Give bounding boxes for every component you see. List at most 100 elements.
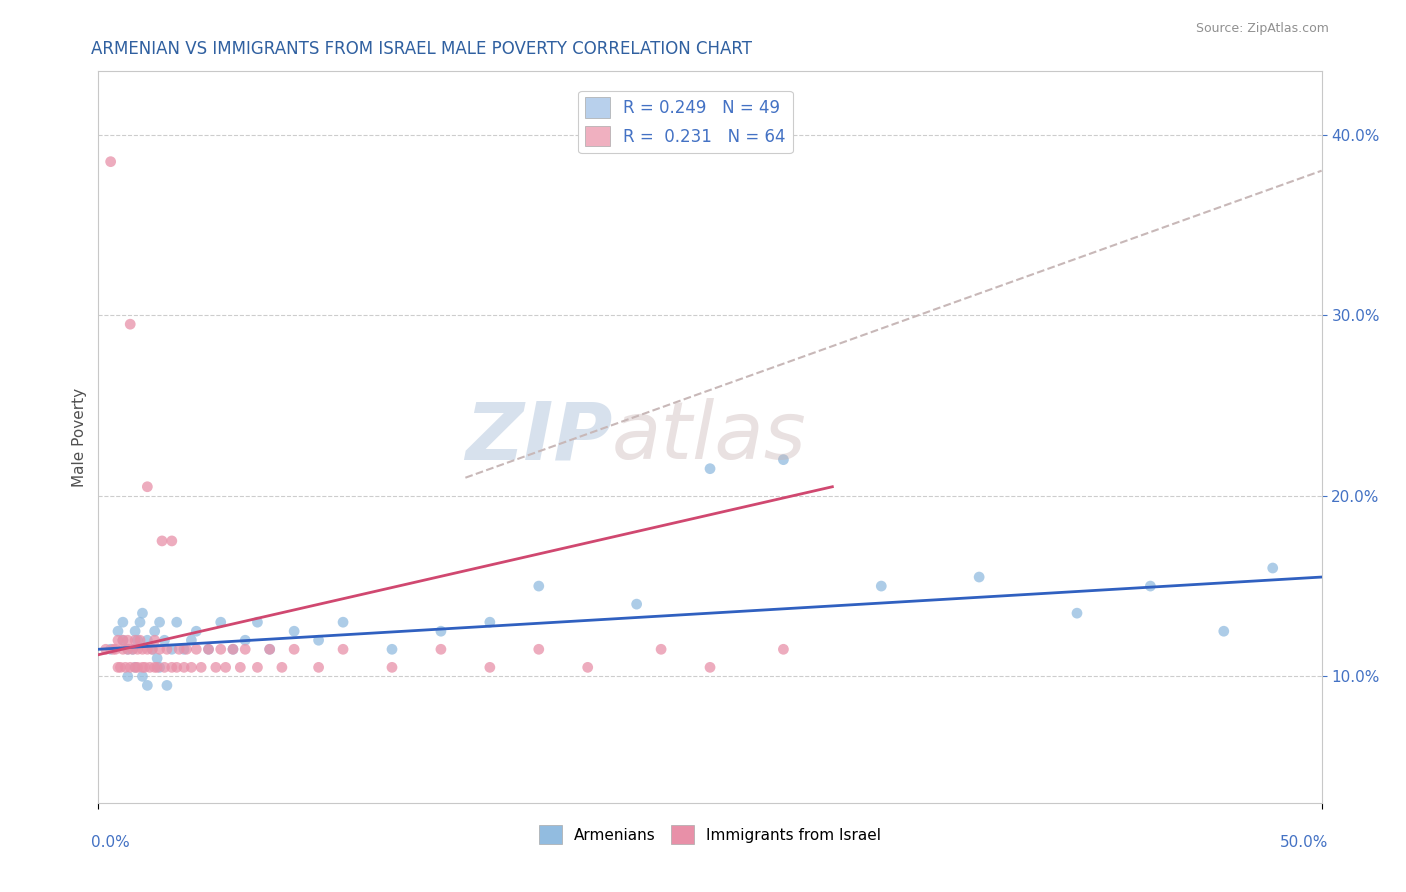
Point bbox=[156, 678, 179, 692]
Point bbox=[136, 633, 159, 648]
Point bbox=[430, 624, 453, 639]
Point bbox=[1066, 606, 1088, 620]
Y-axis label: Male Poverty: Male Poverty bbox=[72, 387, 87, 487]
Point bbox=[576, 660, 599, 674]
Point bbox=[127, 633, 149, 648]
Point bbox=[197, 642, 219, 657]
Point bbox=[129, 633, 152, 648]
Point bbox=[117, 669, 139, 683]
Point bbox=[153, 660, 176, 674]
Point bbox=[246, 615, 269, 630]
Point bbox=[136, 480, 159, 494]
Point bbox=[100, 642, 122, 657]
Point bbox=[120, 317, 142, 331]
Point bbox=[180, 633, 202, 648]
Point bbox=[1139, 579, 1161, 593]
Point bbox=[160, 660, 183, 674]
Point bbox=[124, 624, 146, 639]
Point bbox=[127, 642, 149, 657]
Point bbox=[259, 642, 281, 657]
Point bbox=[120, 660, 142, 674]
Point bbox=[143, 624, 166, 639]
Point bbox=[153, 633, 176, 648]
Point bbox=[186, 624, 208, 639]
Point bbox=[626, 597, 648, 611]
Point bbox=[478, 660, 501, 674]
Point bbox=[129, 615, 152, 630]
Point bbox=[107, 633, 129, 648]
Point bbox=[283, 624, 305, 639]
Point bbox=[967, 570, 990, 584]
Text: atlas: atlas bbox=[612, 398, 807, 476]
Point bbox=[124, 660, 146, 674]
Point bbox=[870, 579, 893, 593]
Point bbox=[197, 642, 219, 657]
Point bbox=[149, 642, 172, 657]
Point bbox=[308, 660, 330, 674]
Point bbox=[381, 660, 404, 674]
Point bbox=[699, 461, 721, 475]
Point bbox=[381, 642, 404, 657]
Point bbox=[332, 615, 354, 630]
Point bbox=[332, 642, 354, 657]
Point bbox=[136, 678, 159, 692]
Point bbox=[146, 651, 169, 665]
Point bbox=[222, 642, 245, 657]
Point bbox=[772, 452, 794, 467]
Legend: Armenians, Immigrants from Israel: Armenians, Immigrants from Israel bbox=[533, 819, 887, 850]
Point bbox=[114, 660, 136, 674]
Point bbox=[156, 642, 179, 657]
Point bbox=[104, 642, 127, 657]
Point bbox=[131, 642, 153, 657]
Point bbox=[229, 660, 252, 674]
Point bbox=[650, 642, 672, 657]
Point bbox=[149, 660, 172, 674]
Point bbox=[107, 660, 129, 674]
Point bbox=[124, 660, 146, 674]
Point bbox=[233, 642, 256, 657]
Point bbox=[190, 660, 212, 674]
Point bbox=[173, 660, 195, 674]
Point bbox=[127, 660, 149, 674]
Point bbox=[478, 615, 501, 630]
Point bbox=[205, 660, 228, 674]
Text: 50.0%: 50.0% bbox=[1281, 836, 1329, 850]
Point bbox=[166, 660, 188, 674]
Point bbox=[141, 642, 163, 657]
Point bbox=[259, 642, 281, 657]
Point bbox=[173, 642, 195, 657]
Point bbox=[117, 642, 139, 657]
Point bbox=[167, 642, 190, 657]
Point bbox=[186, 642, 208, 657]
Text: Source: ZipAtlas.com: Source: ZipAtlas.com bbox=[1195, 22, 1329, 36]
Point bbox=[121, 642, 143, 657]
Point bbox=[111, 615, 134, 630]
Point bbox=[117, 633, 139, 648]
Point bbox=[160, 533, 183, 548]
Point bbox=[146, 660, 169, 674]
Point bbox=[222, 642, 245, 657]
Point bbox=[180, 660, 202, 674]
Point bbox=[527, 579, 550, 593]
Point bbox=[94, 642, 117, 657]
Point bbox=[1212, 624, 1234, 639]
Point bbox=[233, 633, 256, 648]
Point bbox=[100, 154, 122, 169]
Point bbox=[209, 642, 232, 657]
Point bbox=[111, 642, 134, 657]
Point bbox=[131, 606, 153, 620]
Point bbox=[270, 660, 294, 674]
Point bbox=[134, 660, 156, 674]
Point bbox=[176, 642, 198, 657]
Text: 0.0%: 0.0% bbox=[91, 836, 131, 850]
Point bbox=[246, 660, 269, 674]
Point bbox=[166, 615, 188, 630]
Point bbox=[111, 633, 134, 648]
Text: ARMENIAN VS IMMIGRANTS FROM ISRAEL MALE POVERTY CORRELATION CHART: ARMENIAN VS IMMIGRANTS FROM ISRAEL MALE … bbox=[91, 40, 752, 58]
Point bbox=[209, 615, 232, 630]
Point bbox=[143, 633, 166, 648]
Point bbox=[699, 660, 721, 674]
Point bbox=[150, 533, 173, 548]
Point bbox=[141, 642, 163, 657]
Point bbox=[139, 660, 162, 674]
